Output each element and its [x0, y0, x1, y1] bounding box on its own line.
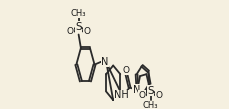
- Text: O: O: [155, 91, 162, 100]
- Text: S: S: [147, 86, 153, 96]
- Text: CH₃: CH₃: [71, 9, 86, 18]
- Text: O: O: [138, 91, 145, 100]
- Text: NH: NH: [114, 90, 128, 100]
- Text: O: O: [83, 27, 90, 36]
- Text: N: N: [132, 85, 139, 95]
- Text: S: S: [75, 22, 82, 32]
- Text: O: O: [122, 66, 129, 75]
- Text: N: N: [101, 57, 108, 67]
- Text: O: O: [66, 27, 73, 36]
- Text: CH₃: CH₃: [142, 101, 158, 109]
